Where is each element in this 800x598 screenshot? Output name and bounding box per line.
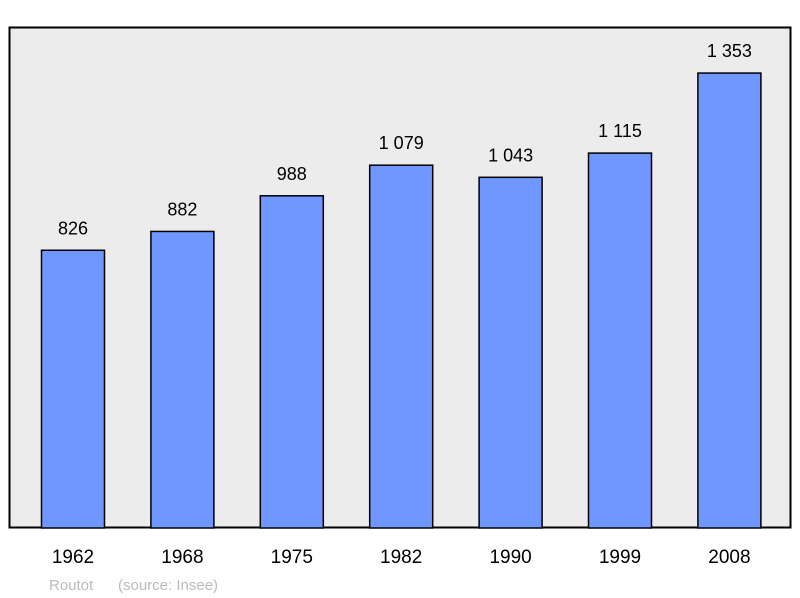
bar-1999 [587, 152, 653, 529]
data-label-1999: 1 115 [598, 121, 642, 141]
footer-source: (source: Insee) [118, 577, 218, 594]
x-tick-label-1999: 1999 [599, 547, 641, 568]
x-tick-label-1968: 1968 [161, 547, 203, 568]
footer-place: Routot [49, 577, 94, 594]
data-label-1982: 1 079 [379, 133, 424, 153]
data-label-1962: 826 [58, 218, 88, 238]
bar-2008 [697, 72, 762, 529]
data-label-1968: 882 [167, 199, 197, 219]
bar-1962 [40, 249, 106, 529]
bar-1968 [150, 230, 215, 529]
x-tick-label-1975: 1975 [271, 547, 313, 568]
x-tick-label-2008: 2008 [708, 547, 750, 568]
bar-1982 [368, 164, 434, 529]
x-tick-label-1990: 1990 [489, 547, 531, 568]
bar-1975 [259, 195, 325, 529]
data-label-1990: 1 043 [488, 145, 533, 165]
bar-1990 [478, 176, 543, 529]
x-tick-label-1982: 1982 [380, 547, 422, 568]
x-tick-label-1962: 1962 [52, 547, 94, 568]
data-label-2008: 1 353 [707, 41, 752, 61]
data-label-1975: 988 [277, 164, 307, 184]
